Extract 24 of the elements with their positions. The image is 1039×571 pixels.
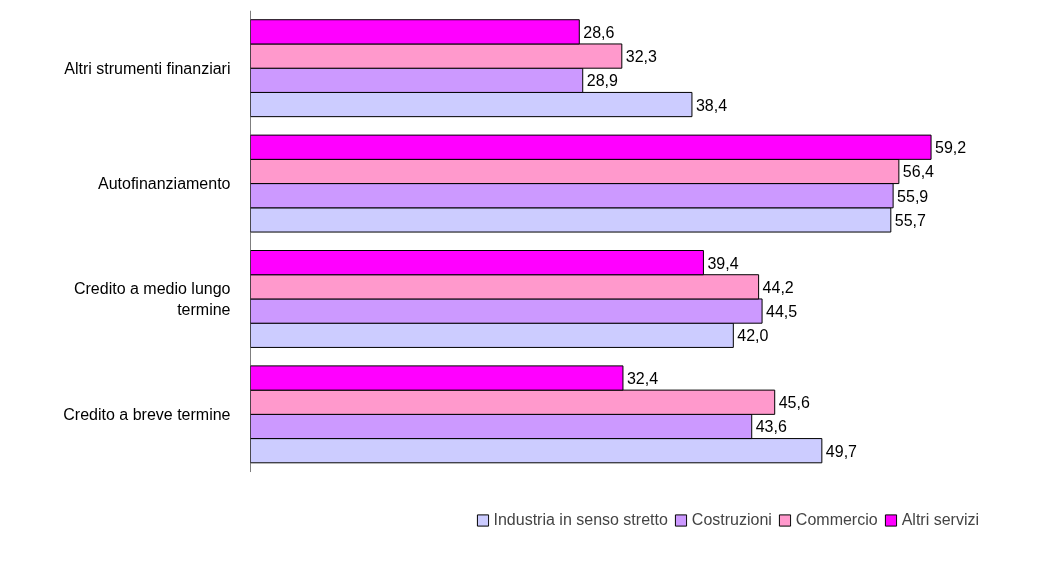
data-label: 59,2 bbox=[935, 139, 967, 157]
y-tick-label: Autofinanziamento bbox=[97, 175, 231, 193]
legend-label: Commercio bbox=[795, 511, 878, 529]
data-label: 42,0 bbox=[737, 327, 769, 345]
data-label: 55,9 bbox=[897, 187, 929, 205]
legend-label: Altri servizi bbox=[901, 511, 979, 529]
data-label: 44,2 bbox=[762, 278, 794, 296]
legend-label: Industria in senso stretto bbox=[493, 511, 668, 529]
data-label: 43,6 bbox=[755, 418, 787, 436]
data-label: 32,3 bbox=[625, 48, 658, 66]
y-tick-label: Credito a breve termine bbox=[63, 405, 231, 423]
legend-label: Costruzioni bbox=[691, 511, 772, 529]
data-label: 28,6 bbox=[583, 23, 615, 41]
y-tick-label: Credito a medio lungo termine bbox=[73, 280, 231, 318]
data-label: 28,9 bbox=[586, 72, 618, 90]
y-tick-label: Altri strumenti finanziari bbox=[64, 59, 231, 77]
data-label: 45,6 bbox=[778, 394, 810, 412]
data-label: 39,4 bbox=[707, 254, 739, 272]
data-label: 56,4 bbox=[902, 163, 935, 181]
data-label: 55,7 bbox=[894, 211, 927, 229]
data-label: 38,4 bbox=[695, 96, 728, 114]
data-label: 44,5 bbox=[766, 303, 798, 321]
data-label: 32,4 bbox=[626, 370, 659, 387]
data-label: 49,7 bbox=[825, 442, 858, 460]
